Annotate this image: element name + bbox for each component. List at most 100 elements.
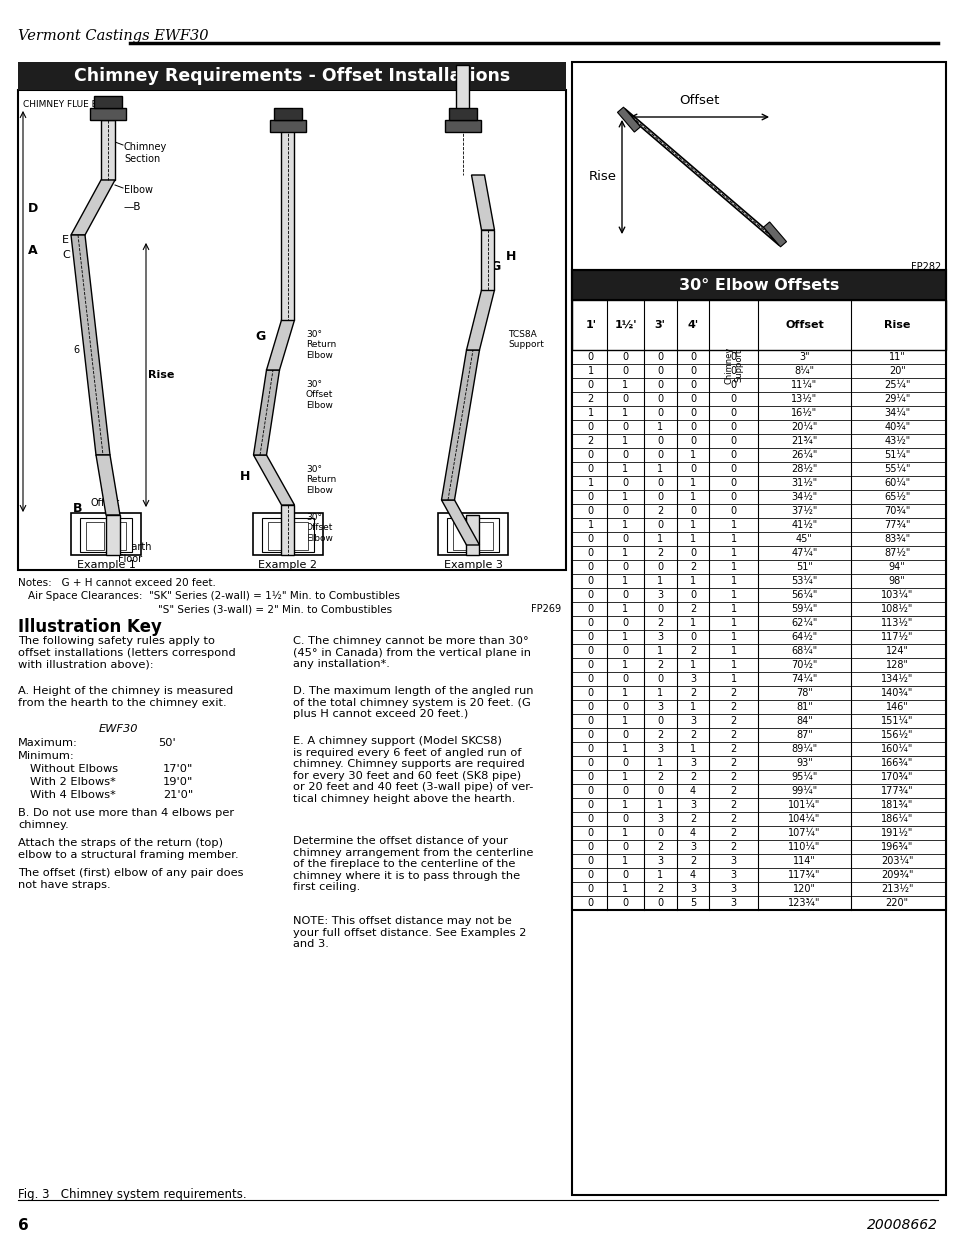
Polygon shape bbox=[466, 290, 494, 350]
Text: 0: 0 bbox=[587, 827, 593, 839]
Text: B: B bbox=[73, 501, 82, 515]
Text: 107¼": 107¼" bbox=[787, 827, 820, 839]
Text: 160¼": 160¼" bbox=[881, 743, 912, 755]
Text: 93": 93" bbox=[796, 758, 812, 768]
Text: 0: 0 bbox=[689, 380, 696, 390]
Bar bbox=[481, 230, 494, 290]
Bar bbox=[572, 658, 945, 672]
Text: Air Space Clearances:  "SK" Series (2-wall) = 1½" Min. to Combustibles: Air Space Clearances: "SK" Series (2-wal… bbox=[28, 592, 399, 601]
Bar bbox=[18, 62, 565, 90]
Text: 2: 2 bbox=[657, 548, 662, 558]
Text: 2: 2 bbox=[730, 814, 736, 824]
Text: 0: 0 bbox=[657, 674, 662, 684]
Text: 0: 0 bbox=[587, 898, 593, 908]
Text: 0: 0 bbox=[587, 562, 593, 572]
Bar bbox=[572, 391, 945, 406]
Text: 47¼": 47¼" bbox=[790, 548, 817, 558]
Text: 1: 1 bbox=[621, 380, 628, 390]
Text: Attach the straps of the return (top)
elbow to a structural framing member.: Attach the straps of the return (top) el… bbox=[18, 839, 238, 860]
Text: C. The chimney cannot be more than 30°
(45° in Canada) from the vertical plane i: C. The chimney cannot be more than 30° (… bbox=[293, 636, 531, 669]
Text: 0: 0 bbox=[730, 422, 736, 432]
Text: Example 1: Example 1 bbox=[76, 559, 135, 571]
Text: 1: 1 bbox=[657, 869, 662, 881]
Text: 0: 0 bbox=[657, 394, 662, 404]
Text: 84": 84" bbox=[796, 716, 812, 726]
Polygon shape bbox=[617, 107, 639, 132]
Bar bbox=[18, 90, 565, 571]
Text: 0: 0 bbox=[657, 562, 662, 572]
Text: 78": 78" bbox=[795, 688, 812, 698]
Text: Maximum:: Maximum: bbox=[18, 739, 78, 748]
Text: 60¼": 60¼" bbox=[883, 478, 909, 488]
Text: 0: 0 bbox=[621, 534, 628, 543]
Text: 1: 1 bbox=[730, 548, 736, 558]
Text: 3: 3 bbox=[730, 856, 736, 866]
Text: 0: 0 bbox=[621, 898, 628, 908]
Text: 1: 1 bbox=[657, 688, 662, 698]
Text: 6: 6 bbox=[18, 1218, 29, 1233]
Text: 20¼": 20¼" bbox=[790, 422, 817, 432]
Text: Elbow: Elbow bbox=[124, 185, 152, 195]
Text: 191½": 191½" bbox=[881, 827, 912, 839]
Bar bbox=[281, 505, 294, 555]
Text: 1: 1 bbox=[587, 478, 593, 488]
Bar bbox=[572, 433, 945, 448]
Text: 3: 3 bbox=[657, 701, 662, 713]
Bar bbox=[572, 756, 945, 769]
Text: Fig. 3   Chimney system requirements.: Fig. 3 Chimney system requirements. bbox=[18, 1188, 247, 1200]
Text: 2: 2 bbox=[730, 688, 736, 698]
Text: 0: 0 bbox=[657, 604, 662, 614]
Text: Vermont Castings EWF30: Vermont Castings EWF30 bbox=[18, 28, 209, 43]
Text: 2: 2 bbox=[689, 562, 696, 572]
Text: G: G bbox=[254, 330, 265, 343]
Text: 28½": 28½" bbox=[790, 464, 817, 474]
Text: —B: —B bbox=[124, 203, 141, 212]
Text: H: H bbox=[505, 249, 516, 263]
Text: 0: 0 bbox=[621, 674, 628, 684]
Text: 1: 1 bbox=[657, 464, 662, 474]
Text: 110¼": 110¼" bbox=[787, 842, 820, 852]
Text: 117½": 117½" bbox=[880, 632, 913, 642]
Text: 20008662: 20008662 bbox=[866, 1218, 937, 1233]
Text: 2: 2 bbox=[730, 785, 736, 797]
Polygon shape bbox=[471, 175, 494, 230]
Text: 56¼": 56¼" bbox=[790, 590, 817, 600]
Text: 1: 1 bbox=[657, 534, 662, 543]
Bar bbox=[572, 616, 945, 630]
Text: 3: 3 bbox=[657, 632, 662, 642]
Text: 0: 0 bbox=[657, 366, 662, 375]
Text: 1: 1 bbox=[689, 492, 696, 501]
Text: 1: 1 bbox=[587, 520, 593, 530]
Text: 3: 3 bbox=[730, 884, 736, 894]
Text: 0: 0 bbox=[689, 352, 696, 362]
Bar bbox=[572, 300, 945, 350]
Text: 0: 0 bbox=[730, 380, 736, 390]
Bar bbox=[572, 897, 945, 910]
Text: 1: 1 bbox=[689, 534, 696, 543]
Text: The following safety rules apply to
offset installations (letters correspond
wit: The following safety rules apply to offs… bbox=[18, 636, 235, 669]
Text: 0: 0 bbox=[587, 646, 593, 656]
Text: Rise: Rise bbox=[148, 370, 174, 380]
Text: 0: 0 bbox=[587, 352, 593, 362]
Text: 0: 0 bbox=[621, 814, 628, 824]
Text: 29¼": 29¼" bbox=[883, 394, 909, 404]
Text: 1: 1 bbox=[730, 659, 736, 671]
Text: Chimney
Section: Chimney Section bbox=[124, 142, 167, 163]
Bar bbox=[106, 515, 120, 555]
Text: 51¼": 51¼" bbox=[883, 450, 909, 459]
Text: 0: 0 bbox=[587, 590, 593, 600]
Bar bbox=[572, 504, 945, 517]
Text: 1: 1 bbox=[621, 772, 628, 782]
Bar bbox=[274, 107, 302, 120]
Text: 1: 1 bbox=[621, 548, 628, 558]
Text: 2: 2 bbox=[730, 730, 736, 740]
Text: 0: 0 bbox=[657, 716, 662, 726]
Text: 0: 0 bbox=[689, 590, 696, 600]
Bar bbox=[572, 546, 945, 559]
Text: 0: 0 bbox=[587, 506, 593, 516]
Text: 1: 1 bbox=[730, 646, 736, 656]
Bar bbox=[281, 120, 294, 320]
Text: 41½": 41½" bbox=[791, 520, 817, 530]
Text: 3': 3' bbox=[654, 320, 665, 330]
Text: 108½": 108½" bbox=[881, 604, 912, 614]
